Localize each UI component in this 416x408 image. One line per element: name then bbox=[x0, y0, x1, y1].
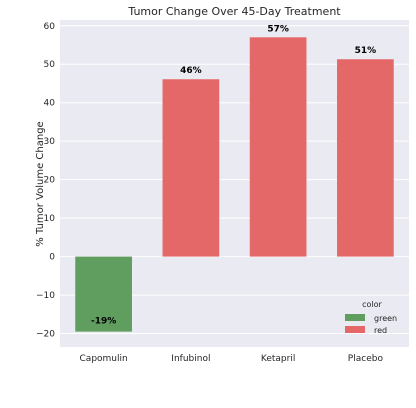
y-tick-label: 40 bbox=[44, 99, 56, 109]
legend-title: color bbox=[362, 300, 382, 309]
x-tick-label: Capomulin bbox=[80, 354, 128, 364]
x-tick-label: Infubinol bbox=[171, 354, 210, 364]
legend-label-red: red bbox=[374, 326, 387, 335]
bar-placebo bbox=[337, 59, 394, 257]
y-tick-label: −20 bbox=[36, 330, 55, 340]
y-tick-label: 50 bbox=[44, 60, 56, 70]
legend: color green red bbox=[345, 300, 397, 335]
y-tick-label: 0 bbox=[49, 253, 55, 263]
y-axis-ticks: −20 −10 0 10 20 30 40 50 60 bbox=[36, 22, 55, 340]
y-tick-label: 10 bbox=[44, 214, 56, 224]
x-tick-label: Ketapril bbox=[261, 354, 295, 364]
data-label-ketapril: 57% bbox=[267, 24, 289, 34]
y-axis-label: % Tumor Volume Change bbox=[35, 121, 46, 246]
x-tick-label: Placebo bbox=[348, 354, 384, 364]
data-label-capomulin: -19% bbox=[91, 317, 116, 327]
bars bbox=[75, 37, 394, 332]
legend-label-green: green bbox=[374, 314, 397, 323]
y-tick-label: 20 bbox=[44, 176, 56, 186]
legend-swatch-green bbox=[345, 314, 365, 321]
bar-capomulin bbox=[75, 256, 132, 332]
bar-infubinol bbox=[162, 79, 220, 257]
bar-ketapril bbox=[249, 37, 307, 257]
data-labels: -19% 46% 57% 51% bbox=[91, 24, 376, 326]
y-tick-label: 60 bbox=[44, 22, 56, 32]
legend-swatch-red bbox=[345, 326, 365, 333]
y-tick-label: 30 bbox=[44, 137, 56, 147]
y-tick-label: −10 bbox=[36, 291, 55, 301]
chart-title: Tumor Change Over 45-Day Treatment bbox=[127, 5, 341, 18]
data-label-infubinol: 46% bbox=[180, 66, 202, 76]
data-label-placebo: 51% bbox=[355, 46, 377, 56]
x-axis-ticks: Capomulin Infubinol Ketapril Placebo bbox=[80, 354, 384, 364]
